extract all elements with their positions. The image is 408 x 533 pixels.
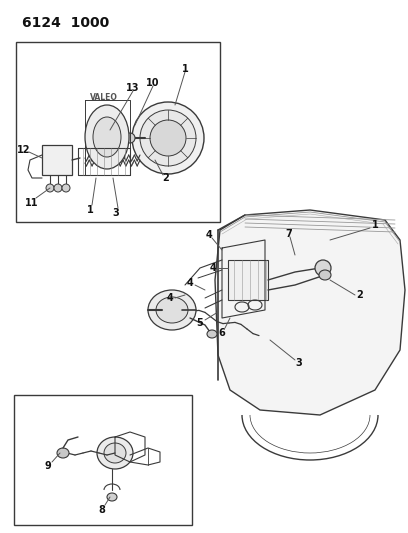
Text: 6124  1000: 6124 1000 (22, 16, 109, 30)
Ellipse shape (85, 105, 129, 169)
Ellipse shape (319, 270, 331, 280)
Text: 4: 4 (166, 293, 173, 303)
Text: 4: 4 (210, 263, 216, 273)
Text: 3: 3 (113, 208, 120, 218)
Text: 4: 4 (206, 230, 213, 240)
Bar (42, 145, 72, 175)
Text: 3: 3 (296, 358, 302, 368)
Text: 6: 6 (219, 328, 225, 338)
Text: 1: 1 (182, 64, 188, 74)
Polygon shape (215, 210, 405, 415)
Ellipse shape (148, 290, 196, 330)
Text: 4: 4 (186, 278, 193, 288)
Ellipse shape (132, 102, 204, 174)
Ellipse shape (97, 437, 133, 469)
Ellipse shape (46, 184, 54, 192)
Bar (228, 260, 268, 300)
Ellipse shape (150, 120, 186, 156)
Ellipse shape (315, 260, 331, 276)
Ellipse shape (54, 184, 62, 192)
Bar (14, 395, 192, 525)
Text: 1: 1 (372, 220, 378, 230)
Text: 8: 8 (99, 505, 105, 515)
Text: 5: 5 (197, 318, 203, 328)
Ellipse shape (140, 110, 196, 166)
Text: 7: 7 (286, 229, 293, 239)
Ellipse shape (125, 133, 135, 143)
Ellipse shape (156, 297, 188, 323)
Text: 11: 11 (25, 198, 39, 208)
Ellipse shape (57, 448, 69, 458)
Ellipse shape (93, 117, 121, 157)
Text: 10: 10 (146, 78, 160, 88)
Ellipse shape (207, 330, 217, 338)
Ellipse shape (107, 493, 117, 501)
Ellipse shape (104, 443, 126, 463)
Text: 1: 1 (86, 205, 93, 215)
Text: 9: 9 (44, 461, 51, 471)
Text: 13: 13 (126, 83, 140, 93)
Bar (16, 42, 220, 222)
Text: VALEO: VALEO (90, 93, 118, 102)
Ellipse shape (62, 184, 70, 192)
Text: 12: 12 (17, 145, 31, 155)
Text: 2: 2 (357, 290, 364, 300)
Text: 2: 2 (163, 173, 169, 183)
